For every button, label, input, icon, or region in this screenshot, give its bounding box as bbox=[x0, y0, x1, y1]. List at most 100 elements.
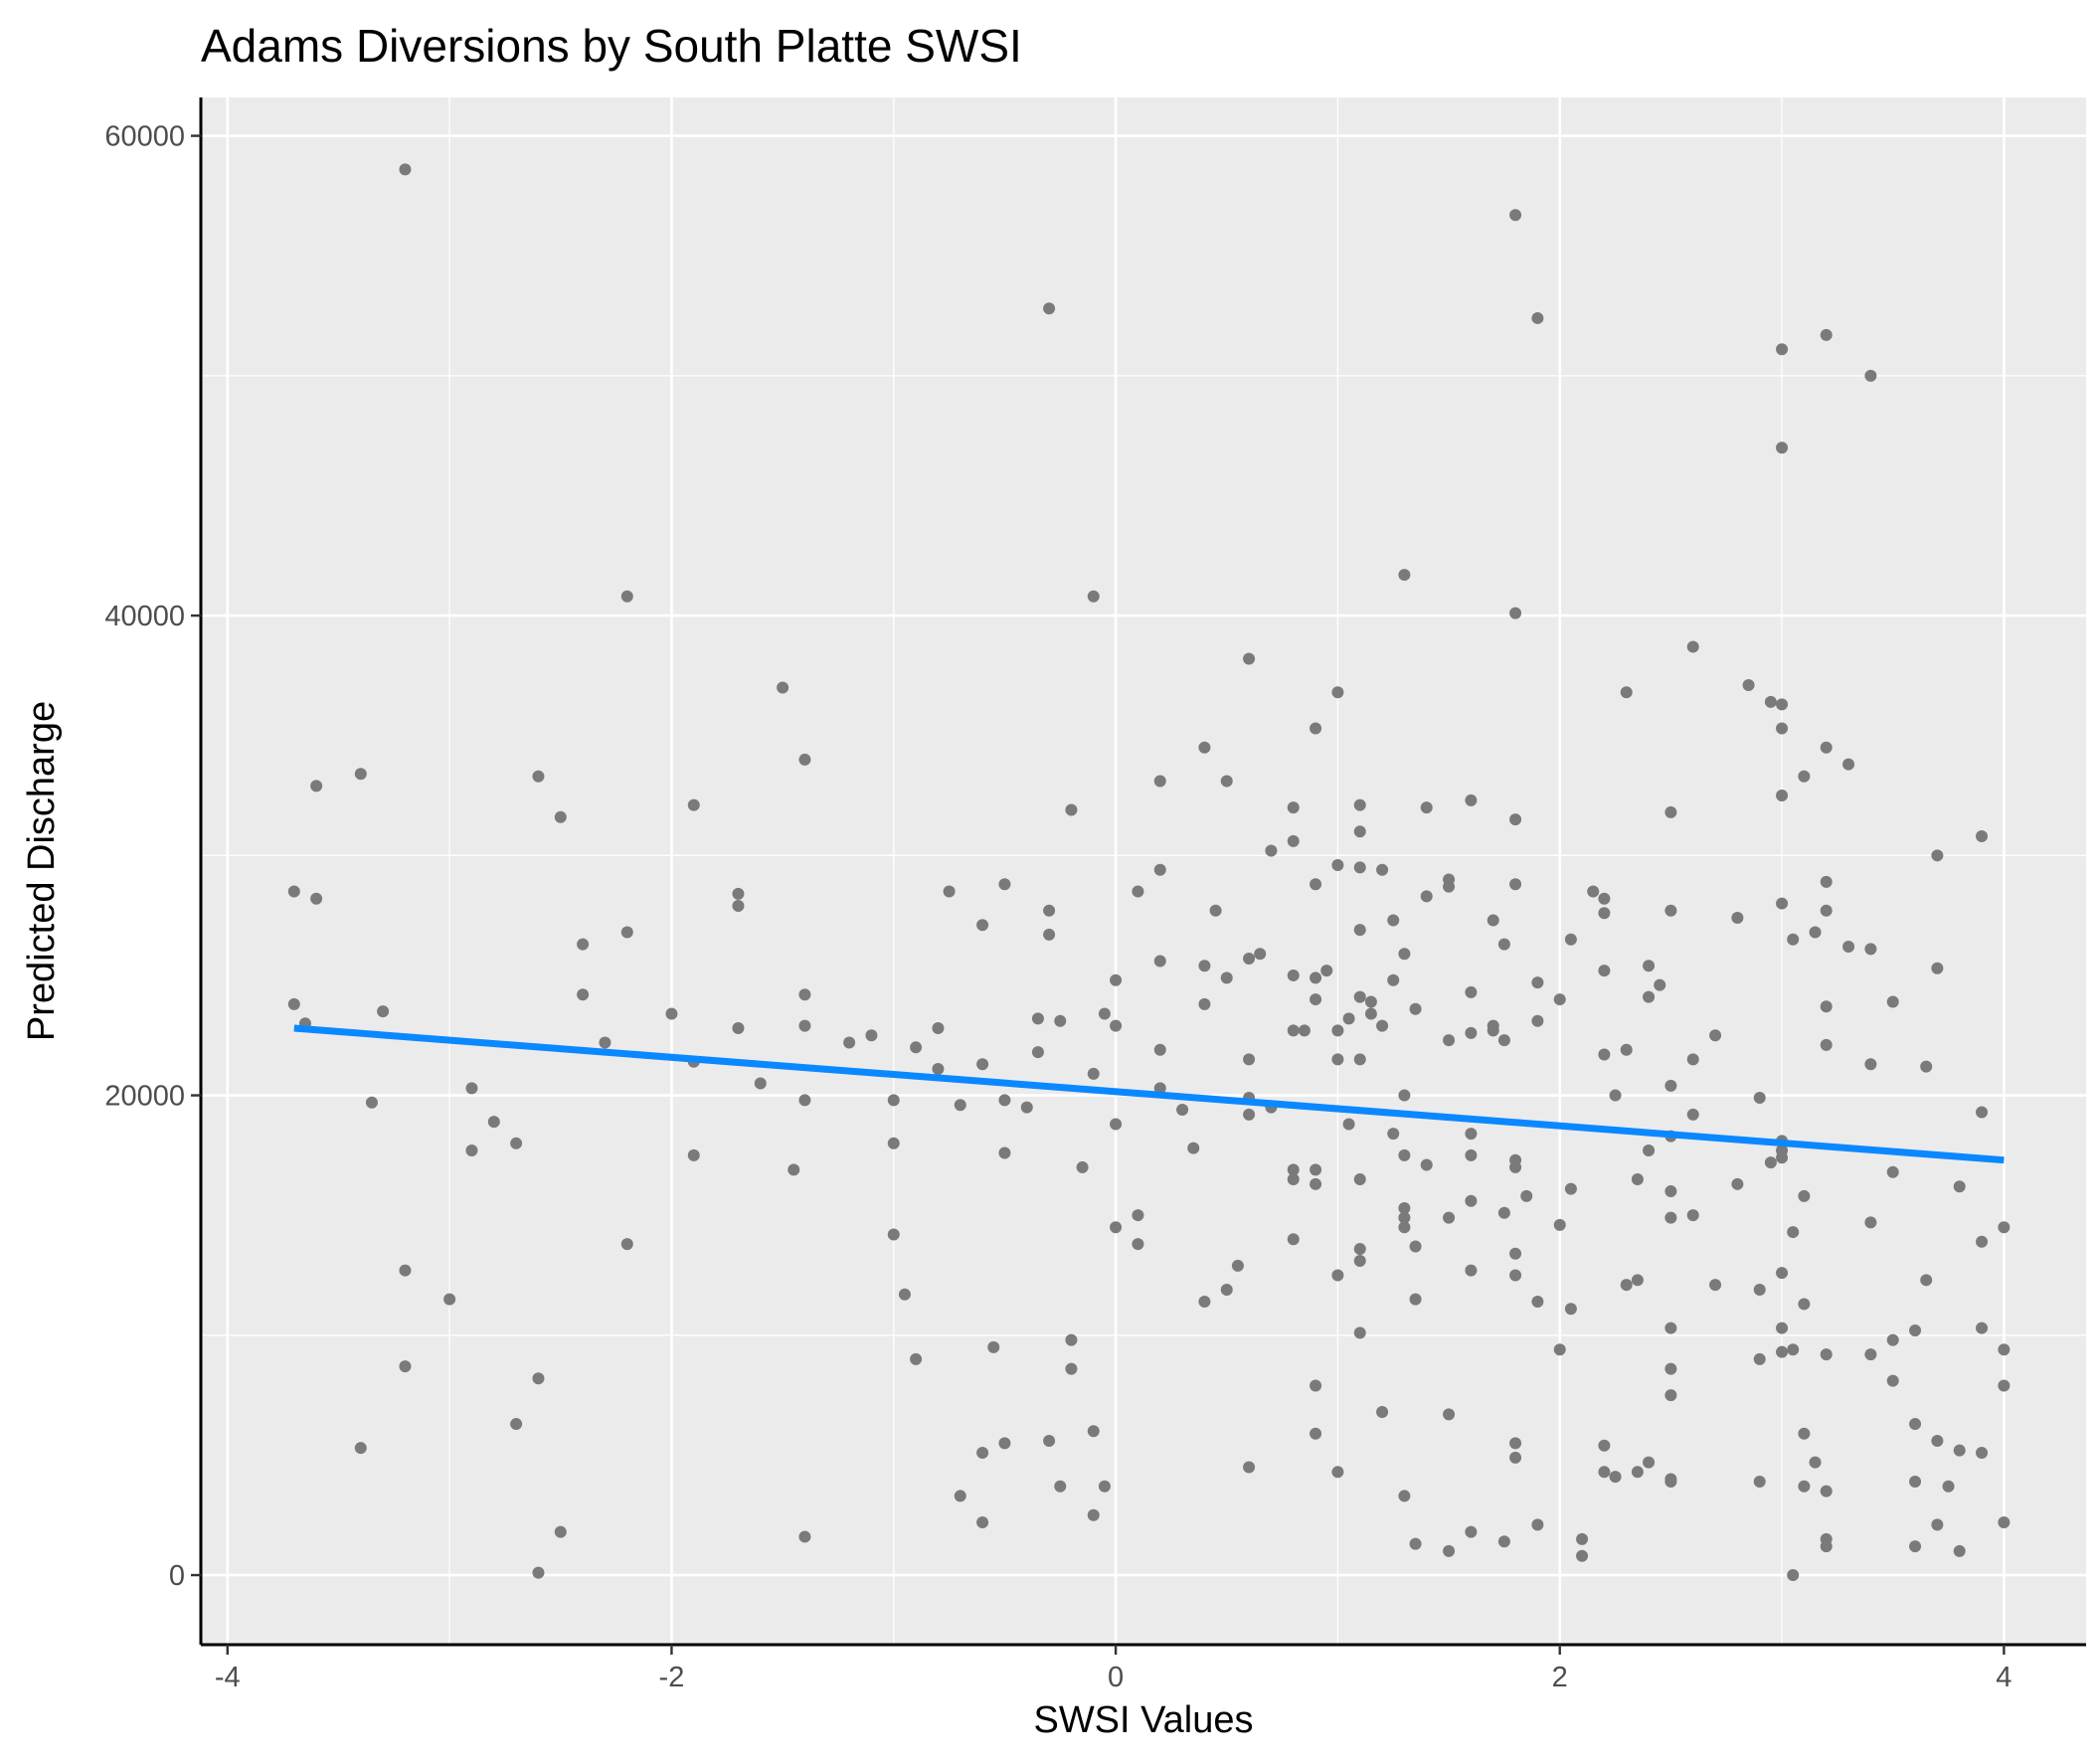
data-point bbox=[1132, 1209, 1144, 1222]
data-point bbox=[1110, 973, 1123, 986]
data-point bbox=[577, 938, 590, 951]
data-point bbox=[1976, 1106, 1989, 1119]
data-point bbox=[1931, 1518, 1944, 1531]
data-point bbox=[1820, 875, 1833, 888]
data-point bbox=[798, 988, 811, 1001]
data-point bbox=[1443, 1544, 1456, 1557]
trend-line-group bbox=[293, 1024, 2005, 1164]
data-point bbox=[998, 878, 1011, 891]
data-point bbox=[798, 1094, 811, 1107]
data-point bbox=[1331, 1024, 1344, 1037]
data-point bbox=[532, 1372, 545, 1385]
data-point bbox=[976, 1447, 989, 1460]
data-point bbox=[998, 1437, 1011, 1450]
data-point bbox=[1087, 1425, 1100, 1438]
data-point bbox=[1065, 1333, 1078, 1346]
data-point bbox=[1976, 830, 1989, 843]
data-point bbox=[1331, 1053, 1344, 1066]
data-point bbox=[1520, 1189, 1533, 1202]
data-point bbox=[1054, 1480, 1067, 1493]
data-point bbox=[1976, 1235, 1989, 1248]
data-point bbox=[1497, 1034, 1510, 1047]
data-point bbox=[1909, 1475, 1922, 1488]
data-point bbox=[1787, 1569, 1800, 1582]
data-point bbox=[1931, 1434, 1944, 1447]
data-point bbox=[1409, 1002, 1422, 1015]
data-point bbox=[1731, 1177, 1744, 1190]
data-point bbox=[1443, 1034, 1456, 1047]
data-point bbox=[399, 1360, 412, 1373]
data-point bbox=[1531, 976, 1544, 989]
data-point bbox=[798, 1530, 811, 1543]
data-point bbox=[1886, 1374, 1899, 1387]
data-point bbox=[1153, 1043, 1166, 1056]
data-point bbox=[1310, 1379, 1322, 1392]
data-point bbox=[1753, 1352, 1766, 1365]
data-point bbox=[1664, 904, 1677, 917]
data-point bbox=[1465, 1128, 1478, 1141]
data-point bbox=[1398, 569, 1411, 582]
data-point bbox=[1331, 1466, 1344, 1479]
x-tick-label: 4 bbox=[1996, 1662, 2012, 1693]
data-point bbox=[1387, 973, 1400, 986]
data-point bbox=[1598, 892, 1611, 905]
data-point bbox=[687, 798, 700, 811]
data-point bbox=[1776, 441, 1789, 454]
data-point bbox=[1609, 1471, 1622, 1484]
y-tick-label: 60000 bbox=[104, 121, 185, 153]
data-point bbox=[1187, 1142, 1200, 1154]
data-point bbox=[1643, 990, 1656, 1003]
data-point bbox=[1110, 1118, 1123, 1131]
data-point bbox=[1976, 1447, 1989, 1460]
data-point bbox=[1776, 343, 1789, 356]
data-point bbox=[1398, 1221, 1411, 1234]
data-point bbox=[1298, 1024, 1311, 1037]
data-point bbox=[1798, 1427, 1811, 1440]
data-point bbox=[1776, 1151, 1789, 1164]
data-point bbox=[1387, 1128, 1400, 1141]
data-point bbox=[932, 1022, 945, 1035]
data-point bbox=[1443, 1211, 1456, 1224]
data-point bbox=[1243, 953, 1256, 966]
data-point bbox=[732, 899, 745, 912]
data-point bbox=[1753, 1091, 1766, 1104]
data-point bbox=[1487, 914, 1499, 927]
data-point bbox=[1353, 825, 1366, 838]
data-point bbox=[532, 1566, 545, 1579]
data-point bbox=[620, 590, 633, 603]
data-point bbox=[1497, 938, 1510, 951]
data-point bbox=[1553, 1218, 1566, 1231]
data-point bbox=[1820, 1038, 1833, 1051]
data-point bbox=[1598, 1048, 1611, 1061]
data-point bbox=[1643, 960, 1656, 972]
data-point bbox=[1776, 1267, 1789, 1280]
data-point bbox=[1398, 1148, 1411, 1161]
data-point bbox=[1998, 1379, 2011, 1392]
data-point bbox=[1776, 790, 1789, 802]
data-point bbox=[898, 1288, 911, 1301]
data-point bbox=[1631, 1172, 1644, 1185]
data-point bbox=[1509, 1269, 1522, 1282]
data-point bbox=[987, 1340, 1000, 1353]
data-point bbox=[1409, 1293, 1422, 1306]
x-tick-label: 2 bbox=[1552, 1662, 1568, 1693]
data-point bbox=[1886, 1165, 1899, 1178]
data-point bbox=[399, 1264, 412, 1277]
data-point bbox=[1353, 1053, 1366, 1066]
data-point bbox=[1043, 904, 1056, 917]
data-point bbox=[1742, 679, 1755, 692]
data-point bbox=[1664, 1079, 1677, 1092]
data-point bbox=[1287, 1233, 1300, 1246]
data-point bbox=[1132, 1238, 1144, 1251]
data-point bbox=[1820, 1540, 1833, 1553]
data-point bbox=[976, 919, 989, 932]
data-point bbox=[1153, 775, 1166, 788]
data-point bbox=[1509, 813, 1522, 826]
data-point bbox=[1509, 607, 1522, 619]
data-point bbox=[1409, 1537, 1422, 1550]
data-point bbox=[1598, 1439, 1611, 1452]
data-point bbox=[1787, 1226, 1800, 1239]
data-point bbox=[1820, 741, 1833, 754]
data-point bbox=[1376, 1405, 1389, 1418]
data-point bbox=[1465, 1264, 1478, 1277]
